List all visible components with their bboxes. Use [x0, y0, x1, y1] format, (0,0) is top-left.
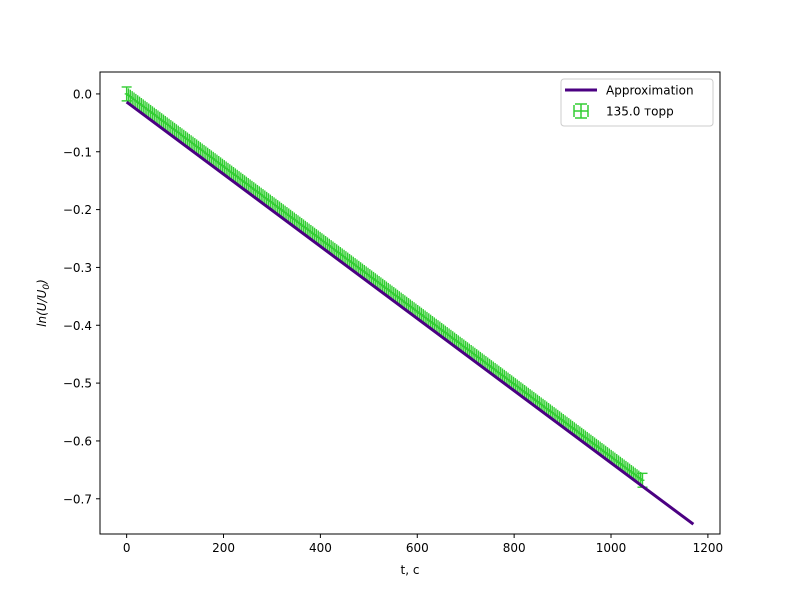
x-tick-label: 200 [212, 541, 235, 555]
legend-approximation-label: Approximation [606, 84, 694, 98]
y-tick-label: 0.0 [73, 87, 92, 101]
x-axis-label: t, c [401, 563, 420, 577]
data-series-135-torr [121, 86, 648, 488]
y-tick-label: −0.6 [63, 434, 92, 448]
legend-frame [560, 78, 714, 127]
y-tick-label: −0.2 [63, 203, 92, 217]
x-tick-label: 600 [406, 541, 429, 555]
y-tick-label: −0.4 [63, 319, 92, 333]
legend-data-label: 135.0 торр [606, 105, 674, 119]
data-layer [121, 86, 695, 526]
y-axis-label-close: ) [35, 279, 49, 285]
y-tick-label: −0.1 [63, 145, 92, 159]
ticks-layer: 0 200 400 600 800 1000 1200 0.0 −0.1 −0.2 −0.3 −0.4… [63, 87, 723, 555]
y-tick-label: −0.3 [63, 261, 92, 275]
y-axis-label-subscript: 0 [42, 284, 52, 290]
x-tick-label: 1200 [693, 541, 724, 555]
legend-data-swatch [573, 103, 589, 119]
legend: Approximation 135.0 торр [560, 78, 714, 127]
y-axis-label: ln(U/U0) [35, 279, 52, 327]
x-tick-label: 400 [309, 541, 332, 555]
approximation-line [125, 100, 695, 526]
y-tick-label: −0.5 [63, 377, 92, 391]
x-tick-label: 0 [123, 541, 131, 555]
x-tick-label: 1000 [596, 541, 627, 555]
plot-frame [99, 71, 721, 535]
x-tick-label: 800 [503, 541, 526, 555]
y-tick-label: −0.7 [63, 492, 92, 506]
y-axis-label-main: ln(U/U [35, 289, 49, 326]
